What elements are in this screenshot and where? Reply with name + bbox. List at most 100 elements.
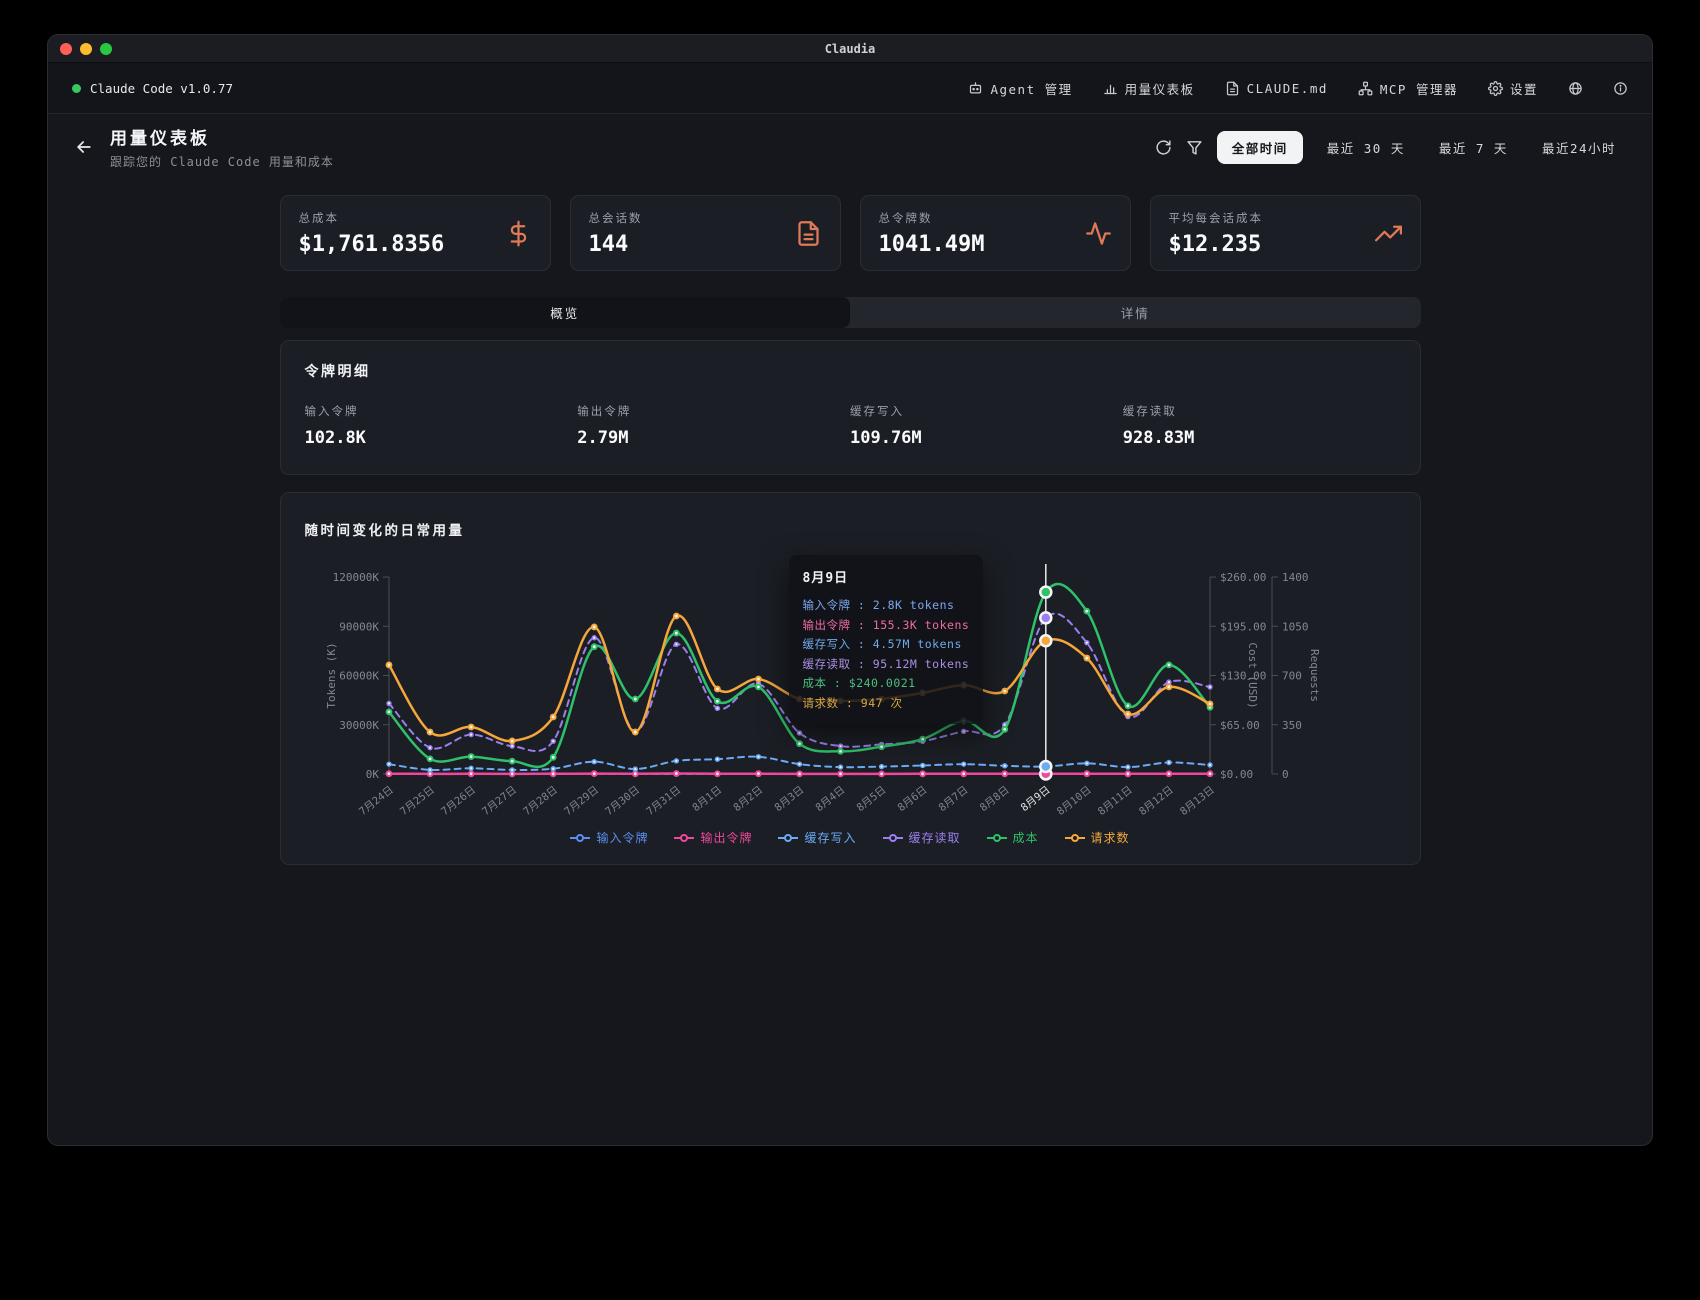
tooltip-row-cache-read: 缓存读取 : 95.12M tokens bbox=[802, 656, 970, 671]
svg-text:350: 350 bbox=[1282, 719, 1302, 732]
legend-marker-icon bbox=[674, 833, 695, 842]
menu-item-settings[interactable]: 设置 bbox=[1488, 79, 1538, 98]
network-icon bbox=[1358, 81, 1373, 96]
tooltip-row-cost: 成本 : $240.0021 bbox=[802, 676, 916, 690]
app-status: Claude Code v1.0.77 bbox=[72, 81, 233, 96]
menu-item-agents[interactable]: Agent 管理 bbox=[968, 79, 1072, 98]
legend-item[interactable]: 成本 bbox=[986, 829, 1039, 846]
globe-icon bbox=[1568, 81, 1583, 96]
app-window: Claudia Claude Code v1.0.77 Agent 管理 用量仪… bbox=[48, 35, 1652, 1145]
svg-text:0: 0 bbox=[1282, 768, 1289, 781]
stat-label: 平均每会话成本 bbox=[1168, 210, 1263, 225]
legend-item[interactable]: 请求数 bbox=[1064, 829, 1130, 846]
svg-text:700: 700 bbox=[1282, 670, 1302, 683]
document-icon bbox=[795, 220, 822, 247]
legend-item[interactable]: 缓存读取 bbox=[882, 829, 961, 846]
stat-card-avg-cost-per-session: 平均每会话成本 $12.235 bbox=[1149, 195, 1421, 271]
menu-label: 用量仪表板 bbox=[1124, 81, 1195, 97]
svg-text:8月7日: 8月7日 bbox=[936, 784, 970, 814]
svg-text:7月25日: 7月25日 bbox=[398, 784, 437, 818]
language-button[interactable] bbox=[1568, 81, 1583, 96]
breakdown-value: 102.8K bbox=[304, 428, 366, 448]
window-title: Claudia bbox=[824, 41, 876, 56]
menu-item-claude-md[interactable]: CLAUDE.md bbox=[1225, 81, 1328, 96]
file-icon bbox=[1225, 81, 1240, 96]
legend-marker-icon bbox=[778, 833, 799, 842]
view-tabs: 概览 详情 bbox=[279, 297, 1421, 328]
topbar-menu: Agent 管理 用量仪表板 CLAUDE.md MCP 管理器 bbox=[968, 79, 1628, 98]
svg-text:Requests: Requests bbox=[1308, 649, 1321, 702]
menu-label: MCP 管理器 bbox=[1379, 81, 1458, 97]
tab-details[interactable]: 详情 bbox=[1120, 306, 1150, 321]
menu-label: Agent 管理 bbox=[990, 81, 1073, 97]
stat-label: 总令牌数 bbox=[878, 210, 933, 225]
svg-text:8月5日: 8月5日 bbox=[854, 784, 888, 814]
bot-icon bbox=[968, 81, 983, 96]
legend-item[interactable]: 缓存写入 bbox=[778, 829, 856, 846]
svg-text:7月27日: 7月27日 bbox=[480, 784, 519, 818]
page-header: 用量仪表板 跟踪您的 Claude Code 用量和成本 全部时间 最近 30 … bbox=[48, 114, 1652, 180]
menu-item-mcp-manager[interactable]: MCP 管理器 bbox=[1358, 79, 1458, 98]
svg-text:7月30日: 7月30日 bbox=[603, 784, 642, 818]
token-breakdown-title: 令牌明细 bbox=[304, 364, 371, 380]
filter-button[interactable] bbox=[1186, 139, 1203, 156]
svg-text:$0.00: $0.00 bbox=[1220, 768, 1253, 781]
about-button[interactable] bbox=[1613, 81, 1628, 96]
page-title: 用量仪表板 bbox=[110, 129, 210, 149]
tooltip-row-requests: 请求数 : 947 次 bbox=[802, 695, 903, 710]
breakdown-output-tokens: 输出令牌 2.79M bbox=[577, 403, 850, 448]
refresh-button[interactable] bbox=[1155, 139, 1172, 156]
breakdown-cache-write: 缓存写入 109.76M bbox=[850, 403, 1123, 448]
maximize-window-button[interactable] bbox=[100, 43, 112, 55]
filter-last-30-days[interactable]: 最近 30 天 bbox=[1326, 140, 1405, 156]
svg-text:8月4日: 8月4日 bbox=[813, 784, 847, 814]
breakdown-value: 109.76M bbox=[850, 428, 922, 448]
filter-last-7-days[interactable]: 最近 7 天 bbox=[1438, 140, 1508, 156]
breakdown-label: 缓存写入 bbox=[850, 404, 904, 418]
legend-marker-icon bbox=[986, 833, 1007, 842]
minimize-window-button[interactable] bbox=[80, 43, 92, 55]
stat-value: 1041.49M bbox=[878, 231, 985, 257]
svg-text:7月28日: 7月28日 bbox=[521, 784, 560, 818]
back-button[interactable] bbox=[74, 137, 94, 157]
svg-text:8月2日: 8月2日 bbox=[731, 784, 765, 814]
tab-overview[interactable]: 概览 bbox=[279, 297, 850, 328]
svg-text:$195.00: $195.00 bbox=[1220, 620, 1266, 633]
header-controls: 全部时间 最近 30 天 最近 7 天 最近24小时 bbox=[1155, 130, 1626, 164]
filter-all-time[interactable]: 全部时间 bbox=[1216, 130, 1303, 164]
svg-text:7月31日: 7月31日 bbox=[644, 784, 683, 818]
filter-last-24-hours[interactable]: 最近24小时 bbox=[1541, 140, 1616, 156]
gear-icon bbox=[1488, 80, 1503, 96]
stat-label: 总成本 bbox=[298, 210, 339, 225]
breakdown-value: 928.83M bbox=[1122, 428, 1195, 448]
svg-text:8月3日: 8月3日 bbox=[772, 784, 806, 814]
breakdown-cache-read: 缓存读取 928.83M bbox=[1123, 403, 1396, 448]
stat-card-total-cost: 总成本 $1,761.8356 bbox=[279, 195, 551, 271]
stat-card-total-sessions: 总会话数 144 bbox=[569, 195, 841, 271]
svg-text:1050: 1050 bbox=[1282, 620, 1309, 633]
svg-text:8月10日: 8月10日 bbox=[1054, 784, 1093, 818]
svg-text:7月26日: 7月26日 bbox=[439, 784, 478, 818]
breakdown-value: 2.79M bbox=[577, 428, 629, 448]
legend-item[interactable]: 输出令牌 bbox=[674, 829, 752, 846]
svg-text:$130.00: $130.00 bbox=[1220, 670, 1266, 683]
tooltip-row-cache-write: 缓存写入 : 4.57M tokens bbox=[802, 637, 962, 651]
svg-text:1400: 1400 bbox=[1282, 571, 1309, 584]
close-window-button[interactable] bbox=[60, 43, 72, 55]
stat-value: 144 bbox=[588, 231, 629, 257]
svg-text:$260.00: $260.00 bbox=[1220, 571, 1266, 584]
svg-text:60000K: 60000K bbox=[339, 670, 379, 683]
bar-chart-icon bbox=[1103, 81, 1118, 96]
svg-text:8月12日: 8月12日 bbox=[1136, 784, 1175, 818]
tooltip-row-input-tokens: 输入令牌 : 2.8K tokens bbox=[802, 598, 955, 612]
menu-item-usage-dashboard[interactable]: 用量仪表板 bbox=[1103, 79, 1195, 98]
legend-item[interactable]: 输入令牌 bbox=[570, 829, 648, 846]
usage-chart[interactable]: 0K 30000K 60000K 90000K 120000K Tokens (K) $0.… bbox=[305, 539, 1398, 829]
legend-marker-icon bbox=[882, 833, 903, 842]
chart-legend: 输入令牌 输出令牌 缓存写入 缓存读取 成本 请求数 bbox=[305, 829, 1396, 846]
svg-text:Tokens (K): Tokens (K) bbox=[325, 642, 338, 708]
svg-text:8月1日: 8月1日 bbox=[690, 784, 724, 814]
status-dot-icon bbox=[72, 83, 81, 93]
menu-label: 设置 bbox=[1509, 81, 1538, 97]
token-breakdown-card: 令牌明细 输入令牌 102.8K 输出令牌 2.79M 缓存写入 109.76M… bbox=[279, 340, 1421, 475]
